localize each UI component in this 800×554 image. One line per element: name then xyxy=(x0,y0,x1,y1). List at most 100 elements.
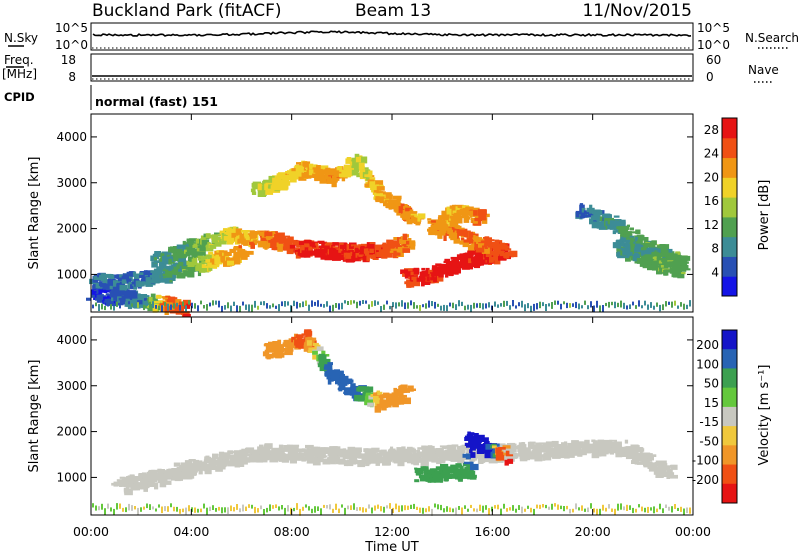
velocity-colorbar-tick: -50 xyxy=(699,434,719,448)
data-cell xyxy=(421,270,430,275)
near-range-cell xyxy=(497,504,499,510)
near-range-cell xyxy=(338,303,340,310)
data-cell xyxy=(532,446,536,449)
power-colorbar-tick: 12 xyxy=(704,218,719,232)
data-cell xyxy=(110,275,115,280)
data-cell xyxy=(164,257,170,265)
data-cell xyxy=(519,455,528,462)
data-cell xyxy=(655,252,662,256)
near-range-cell xyxy=(95,302,97,307)
data-cell xyxy=(504,248,512,251)
data-cell xyxy=(173,255,179,262)
data-cell xyxy=(351,169,359,176)
data-cell xyxy=(338,247,343,253)
velocity-colorbar-tick: 200 xyxy=(696,338,719,352)
data-cell xyxy=(404,210,412,214)
near-range-cell xyxy=(260,505,262,510)
near-range-cell xyxy=(365,508,367,513)
near-range-cell xyxy=(92,304,94,309)
data-cell xyxy=(154,475,161,481)
data-cell xyxy=(237,253,243,257)
data-cell xyxy=(195,238,199,244)
data-cell xyxy=(209,467,217,470)
data-cell xyxy=(245,237,254,244)
data-cell xyxy=(147,271,155,276)
data-cell xyxy=(439,221,445,225)
data-cell xyxy=(428,454,432,460)
data-cell xyxy=(498,240,503,244)
data-cell xyxy=(133,478,138,484)
data-cell xyxy=(155,275,164,282)
near-range-cell xyxy=(368,304,370,310)
velocity-colorbar-segment xyxy=(722,464,737,485)
near-range-cell xyxy=(212,300,214,306)
near-range-cell xyxy=(188,505,190,512)
near-range-cell xyxy=(323,304,325,308)
data-cell xyxy=(500,448,509,452)
data-cell xyxy=(497,447,506,450)
data-cell xyxy=(398,388,406,394)
data-cell xyxy=(546,441,552,445)
data-cell xyxy=(313,167,320,173)
data-cell xyxy=(304,449,312,452)
data-cell xyxy=(397,452,402,458)
data-cell xyxy=(507,447,512,453)
data-cell xyxy=(259,454,265,458)
near-range-cell xyxy=(248,504,250,508)
data-cell xyxy=(176,248,183,255)
data-cell xyxy=(457,205,467,208)
data-cell xyxy=(188,240,193,245)
data-cell xyxy=(452,453,457,458)
near-range-cell xyxy=(299,303,301,308)
data-cell xyxy=(402,397,411,405)
data-cell xyxy=(443,477,449,482)
data-cell xyxy=(195,265,204,271)
data-cell xyxy=(431,265,437,270)
near-range-cell xyxy=(560,505,562,510)
data-cell xyxy=(483,237,489,243)
data-cell xyxy=(611,447,615,451)
data-cell xyxy=(170,299,174,302)
data-cell xyxy=(372,254,379,260)
data-cell xyxy=(152,471,158,478)
near-range-cell xyxy=(266,507,268,513)
data-cell xyxy=(229,236,238,242)
data-cell xyxy=(622,248,627,255)
near-range-cell xyxy=(395,503,397,510)
near-range-cell xyxy=(518,302,520,307)
data-cell xyxy=(177,257,186,262)
data-cell xyxy=(430,449,437,456)
near-range-cell xyxy=(431,301,433,307)
data-cell xyxy=(141,305,145,309)
data-cell xyxy=(127,303,133,310)
data-cell xyxy=(435,266,443,270)
data-cell xyxy=(173,475,179,480)
data-cell xyxy=(629,227,634,231)
data-cell xyxy=(264,244,268,250)
data-cell xyxy=(321,248,326,256)
data-cell xyxy=(511,453,518,459)
data-cell xyxy=(331,374,339,381)
near-range-cell xyxy=(326,301,328,307)
near-range-cell xyxy=(245,304,247,310)
data-cell xyxy=(661,249,669,256)
near-range-cell xyxy=(473,508,475,512)
data-cell xyxy=(625,231,632,235)
data-cell xyxy=(483,251,487,258)
data-cell xyxy=(179,272,185,278)
near-range-cell xyxy=(599,305,601,313)
data-cell xyxy=(488,456,498,464)
near-range-cell xyxy=(173,303,175,309)
data-cell xyxy=(630,447,635,454)
near-range-cell xyxy=(632,301,634,306)
data-cell xyxy=(287,236,294,243)
data-cell xyxy=(426,457,433,461)
data-cell xyxy=(613,220,622,227)
data-cell xyxy=(634,252,639,257)
data-cell xyxy=(153,260,161,263)
data-cell xyxy=(481,449,485,454)
data-cell xyxy=(107,278,114,286)
data-cell xyxy=(91,291,97,295)
near-range-cell xyxy=(629,304,631,309)
data-cell xyxy=(363,248,373,254)
